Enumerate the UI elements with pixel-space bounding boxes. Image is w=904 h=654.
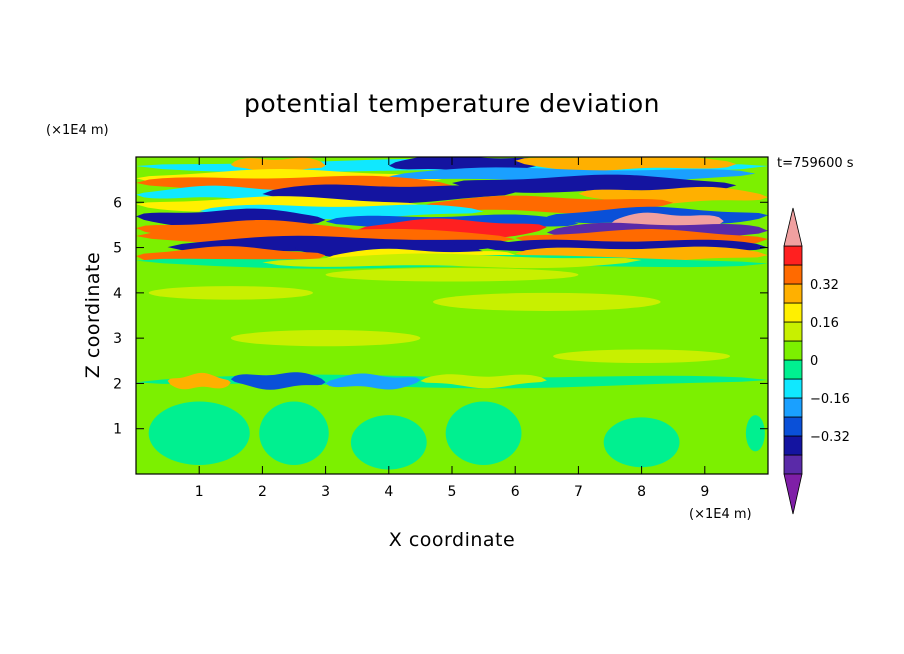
x-tick-label: 2: [258, 484, 267, 500]
colorbar-tick-label: −0.32: [810, 430, 850, 445]
field-blob: [553, 349, 731, 364]
x-axis-label: X coordinate: [389, 529, 515, 551]
colorbar-segment: [783, 454, 803, 475]
x-unit-label: (×1E4 m): [689, 507, 752, 522]
x-tick-label: 1: [195, 484, 204, 500]
field-blob: [350, 415, 427, 470]
x-tick-label: 7: [574, 484, 583, 500]
colorbar-tick-label: −0.16: [810, 392, 850, 407]
field-blob: [148, 286, 313, 300]
field-blob: [259, 401, 329, 465]
colorbar-segment: [783, 302, 803, 323]
colorbar-tick-label: 0: [810, 354, 818, 369]
heatmap-plot: [136, 157, 768, 474]
colorbar-segment: [783, 283, 803, 304]
field-blob: [745, 415, 765, 452]
field-blob: [433, 292, 661, 311]
field-band: [230, 372, 326, 390]
x-tick-label: 8: [637, 484, 646, 500]
colorbar-segment: [783, 340, 803, 361]
y-tick-label: 4: [113, 286, 122, 302]
colorbar-upper-arrow: [783, 207, 803, 247]
field-blob: [325, 267, 579, 282]
field-band: [199, 204, 484, 220]
time-label: t=759600 s: [777, 156, 854, 171]
field-blob: [445, 401, 522, 465]
y-tick-label: 5: [113, 241, 122, 257]
x-tick-label: 5: [448, 484, 457, 500]
colorbar: −0.32 −0.16 0 0.16 0.32: [783, 207, 850, 515]
field-blob: [230, 329, 421, 347]
field-band: [420, 374, 547, 389]
x-axis: 1 2 3 4 5 6 7 8 9: [195, 157, 709, 500]
y-tick-label: 2: [113, 376, 122, 392]
field-band: [452, 174, 737, 193]
colorbar-tick-label: 0.32: [810, 278, 839, 293]
x-tick-label: 9: [700, 484, 709, 500]
colorbar-segment: [783, 416, 803, 437]
y-tick-label: 1: [113, 422, 122, 438]
x-tick-label: 6: [511, 484, 520, 500]
field-band: [167, 372, 231, 390]
blob-layer: [148, 267, 765, 470]
field-band: [325, 373, 421, 390]
field-blob: [603, 417, 680, 468]
field-band: [515, 157, 737, 172]
x-tick-label: 3: [321, 484, 330, 500]
chart-title: potential temperature deviation: [244, 89, 660, 118]
field-band: [420, 195, 674, 214]
colorbar-segment: [783, 378, 803, 399]
field-blob: [148, 401, 250, 465]
colorbar-segment: [783, 397, 803, 418]
band-layer: [136, 157, 768, 390]
y-axis: 1 2 3 4 5 6: [113, 195, 768, 438]
y-tick-label: 3: [113, 331, 122, 347]
y-unit-label: (×1E4 m): [46, 123, 109, 138]
colorbar-segment: [783, 321, 803, 342]
colorbar-lower-arrow: [783, 473, 803, 515]
colorbar-segment: [783, 435, 803, 456]
x-tick-label: 4: [384, 484, 393, 500]
colorbar-segment: [783, 264, 803, 285]
colorbar-segment: [783, 359, 803, 380]
colorbar-segment: [783, 245, 803, 266]
y-tick-label: 6: [113, 195, 122, 211]
field-band: [262, 253, 642, 269]
y-axis-label: Z coordinate: [82, 252, 104, 378]
colorbar-tick-label: 0.16: [810, 316, 839, 331]
